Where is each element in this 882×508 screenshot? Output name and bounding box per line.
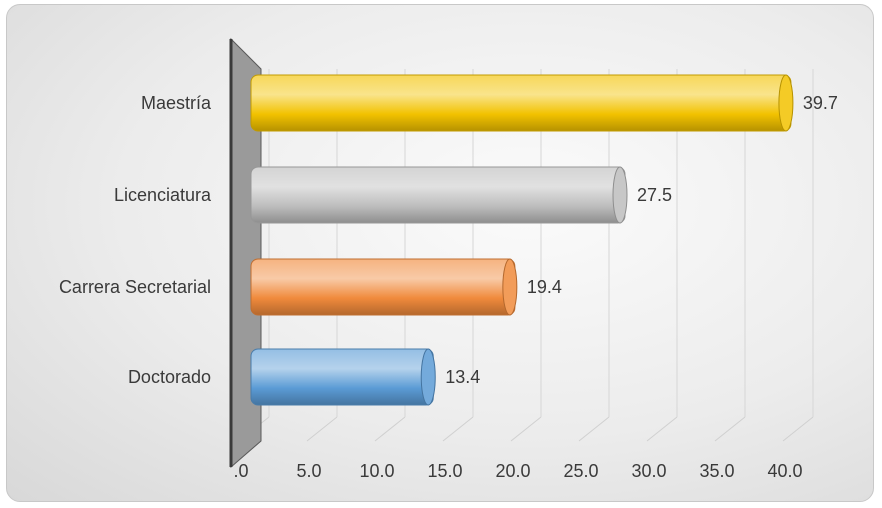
bar-body xyxy=(250,258,516,316)
bars xyxy=(250,74,794,406)
gridline-floor xyxy=(510,416,542,442)
x-tick-label: 15.0 xyxy=(427,461,462,481)
bar xyxy=(250,74,794,132)
data-labels: 39.7 27.5 19.4 13.4 xyxy=(445,93,838,387)
x-tick-label: .0 xyxy=(233,461,248,481)
data-label: 39.7 xyxy=(803,93,838,113)
bar-end-cap xyxy=(420,348,436,406)
category-label: Carrera Secretarial xyxy=(59,277,211,297)
x-tick-label: 40.0 xyxy=(767,461,802,481)
bar-body xyxy=(250,166,626,224)
gridline-floor xyxy=(442,416,474,442)
category-label: Maestría xyxy=(141,93,212,113)
gridline-floor xyxy=(374,416,406,442)
bar-body xyxy=(250,74,792,132)
bar-end-cap xyxy=(502,258,518,316)
category-label: Licenciatura xyxy=(114,185,212,205)
gridline-floor xyxy=(306,416,338,442)
x-tick-label: 10.0 xyxy=(359,461,394,481)
bar xyxy=(250,166,628,224)
x-tick-labels: .0 5.0 10.0 15.0 20.0 25.0 30.0 35.0 40.0 xyxy=(233,461,802,481)
gridline-floor xyxy=(714,416,746,442)
gridline-floor xyxy=(646,416,678,442)
x-tick-label: 5.0 xyxy=(296,461,321,481)
x-tick-label: 30.0 xyxy=(631,461,666,481)
bar xyxy=(250,348,436,406)
bar-end-cap xyxy=(778,74,794,132)
data-label: 27.5 xyxy=(637,185,672,205)
gridline-floor xyxy=(578,416,610,442)
data-label: 13.4 xyxy=(445,367,480,387)
bar-end-cap xyxy=(612,166,628,224)
data-label: 19.4 xyxy=(527,277,562,297)
x-tick-label: 20.0 xyxy=(495,461,530,481)
bar xyxy=(250,258,518,316)
bar-chart: Maestría Licenciatura Carrera Secretarial D… xyxy=(59,37,838,481)
category-labels: Maestría Licenciatura Carrera Secretarial D… xyxy=(59,93,212,387)
chart-frame: Maestría Licenciatura Carrera Secretarial D… xyxy=(6,4,874,502)
x-tick-label: 25.0 xyxy=(563,461,598,481)
x-tick-label: 35.0 xyxy=(699,461,734,481)
category-label: Doctorado xyxy=(128,367,211,387)
bar-body xyxy=(250,348,434,406)
gridline-floor xyxy=(782,416,814,442)
